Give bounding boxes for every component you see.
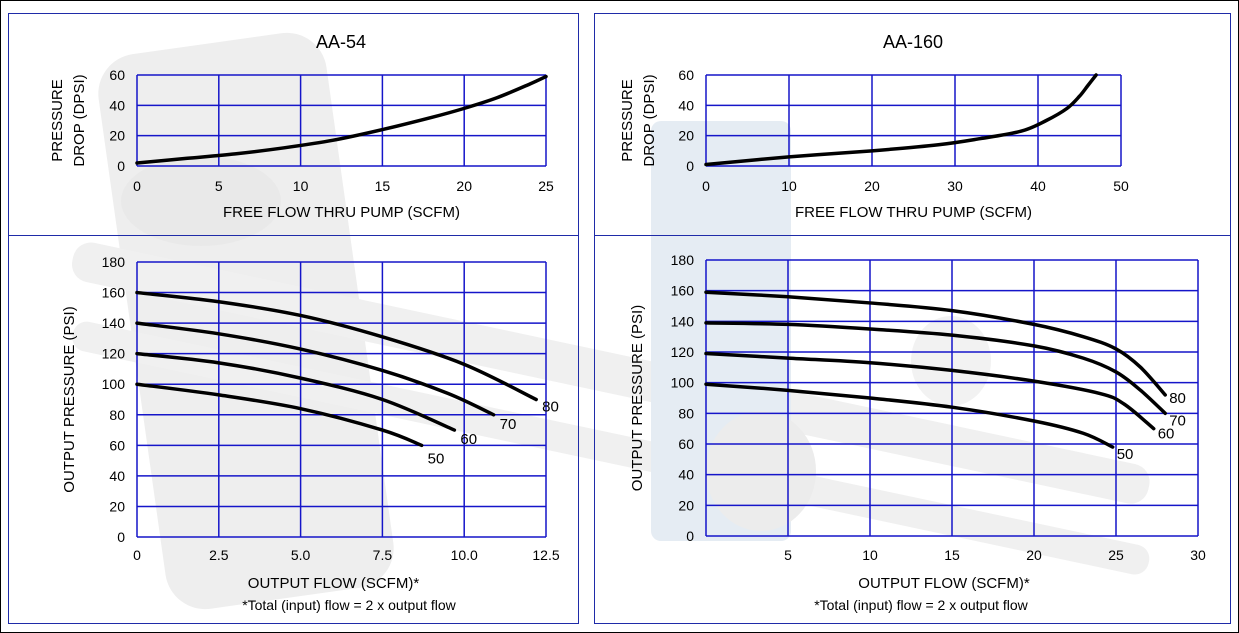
y-tick-label: 20	[109, 128, 125, 144]
y-tick-label: 120	[102, 346, 126, 362]
y-tick-label: 80	[678, 405, 694, 421]
x-tick-label: 2.5	[209, 547, 229, 563]
series-line-70	[704, 321, 1167, 416]
y-axis-label: DROP (DPSI)	[71, 74, 88, 166]
plots-group: 0 20 40 60 0 5 10 15 20 25 FREE FLOW THRU PUMP (SC…	[49, 67, 1206, 592]
x-tick-label: 30	[1190, 547, 1206, 563]
series-label-70: 70	[500, 416, 517, 433]
aa160-footnote: *Total (input) flow = 2 x output flow	[814, 597, 1028, 613]
aa54-drop-chart: 0 20 40 60 0 5 10 15 20 25 FREE FLOW THRU PUMP (SC…	[49, 67, 554, 221]
x-tick-label: 25	[538, 178, 554, 194]
series-line-70	[135, 321, 496, 417]
series-line-80	[135, 290, 538, 402]
x-tick-label: 10.0	[451, 547, 478, 563]
x-tick-label: 20	[456, 178, 472, 194]
x-tick-label: 40	[1030, 178, 1046, 194]
x-tick-label: 5	[784, 547, 792, 563]
x-tick-label: 0	[133, 178, 141, 194]
y-tick-label: 0	[686, 158, 694, 174]
y-tick-label: 120	[671, 344, 695, 360]
x-tick-label: 25	[1108, 547, 1124, 563]
y-tick-label: 100	[671, 375, 695, 391]
series-line-60	[704, 351, 1156, 431]
y-tick-label: 180	[102, 254, 126, 270]
y-axis-label: OUTPUT PRESSURE (PSI)	[61, 306, 78, 492]
x-axis-label: FREE FLOW THRU PUMP (SCFM)	[795, 204, 1032, 221]
aa54-footnote: *Total (input) flow = 2 x output flow	[242, 597, 456, 613]
y-tick-label: 0	[117, 158, 125, 174]
series-line-50	[135, 382, 424, 448]
aa160-panel	[594, 13, 1231, 624]
y-tick-label: 60	[678, 436, 694, 452]
y-tick-label: 140	[102, 315, 126, 331]
y-tick-label: 60	[109, 437, 125, 453]
series-label-80: 80	[1169, 390, 1186, 407]
series-label-60: 60	[1158, 426, 1175, 443]
series-label-80: 80	[542, 399, 559, 416]
aa54-title: AA-54	[316, 32, 366, 52]
y-tick-label: 40	[109, 468, 125, 484]
y-tick-label: 40	[109, 97, 125, 113]
y-tick-label: 60	[678, 67, 694, 83]
y-tick-label: 80	[109, 407, 125, 423]
y-axis-label: OUTPUT PRESSURE (PSI)	[629, 305, 646, 491]
series-line-80	[704, 290, 1167, 397]
x-axis-label: FREE FLOW THRU PUMP (SCFM)	[223, 204, 460, 221]
x-tick-label: 15	[375, 178, 391, 194]
y-tick-label: 160	[102, 285, 126, 301]
x-tick-label: 10	[862, 547, 878, 563]
y-tick-label: 40	[678, 467, 694, 483]
x-tick-label: 10	[781, 178, 797, 194]
aa160-output-chart: 0 20 40 60 80 100 120 140 160 180 5 10 15 20 25 30 OUTPU…	[629, 252, 1206, 592]
x-axis-label: OUTPUT FLOW (SCFM)*	[858, 575, 1030, 592]
y-tick-label: 20	[678, 497, 694, 513]
series-line	[135, 74, 548, 165]
aa160-title: AA-160	[883, 32, 943, 52]
x-tick-label: 12.5	[532, 547, 559, 563]
x-tick-label: 50	[1113, 178, 1129, 194]
aa54-output-chart: 0 20 40 60 80 100 120 140 160 180 0 2.5 5.0 7.5 10.0 12…	[61, 254, 560, 592]
x-tick-label: 0	[702, 178, 710, 194]
y-tick-label: 40	[678, 97, 694, 113]
series-label-50: 50	[428, 450, 445, 467]
series-line-50	[704, 382, 1115, 449]
y-axis-label: DROP (DPSI)	[641, 74, 658, 166]
panel-divider	[9, 235, 578, 236]
y-tick-label: 160	[671, 283, 695, 299]
y-tick-label: 20	[678, 128, 694, 144]
x-tick-label: 7.5	[373, 547, 393, 563]
x-tick-label: 20	[1026, 547, 1042, 563]
y-axis-label: PRESSURE	[49, 79, 66, 162]
y-tick-label: 60	[109, 67, 125, 83]
y-tick-label: 140	[671, 313, 695, 329]
x-tick-label: 5	[215, 178, 223, 194]
x-tick-label: 15	[944, 547, 960, 563]
y-axis-label: PRESSURE	[619, 79, 636, 162]
x-tick-label: 30	[947, 178, 963, 194]
aa160-drop-chart: 0 20 40 60 0 10 20 30 40 50 FREE FLOW THRU PUMP (S…	[619, 67, 1129, 221]
series-label-70: 70	[1169, 412, 1186, 429]
y-tick-label: 20	[109, 498, 125, 514]
y-tick-label: 0	[686, 528, 694, 544]
y-tick-label: 0	[117, 529, 125, 545]
x-tick-label: 0	[133, 547, 141, 563]
x-axis-label: OUTPUT FLOW (SCFM)*	[248, 575, 420, 592]
aa54-panel	[8, 13, 579, 624]
x-tick-label: 10	[293, 178, 309, 194]
y-tick-label: 100	[102, 376, 126, 392]
panel-divider	[595, 235, 1230, 236]
series-line	[704, 73, 1098, 167]
x-tick-label: 20	[864, 178, 880, 194]
series-label-60: 60	[460, 431, 477, 448]
series-line-60	[135, 351, 457, 432]
series-label-50: 50	[1117, 446, 1134, 463]
x-tick-label: 5.0	[291, 547, 311, 563]
y-tick-label: 180	[671, 252, 695, 268]
